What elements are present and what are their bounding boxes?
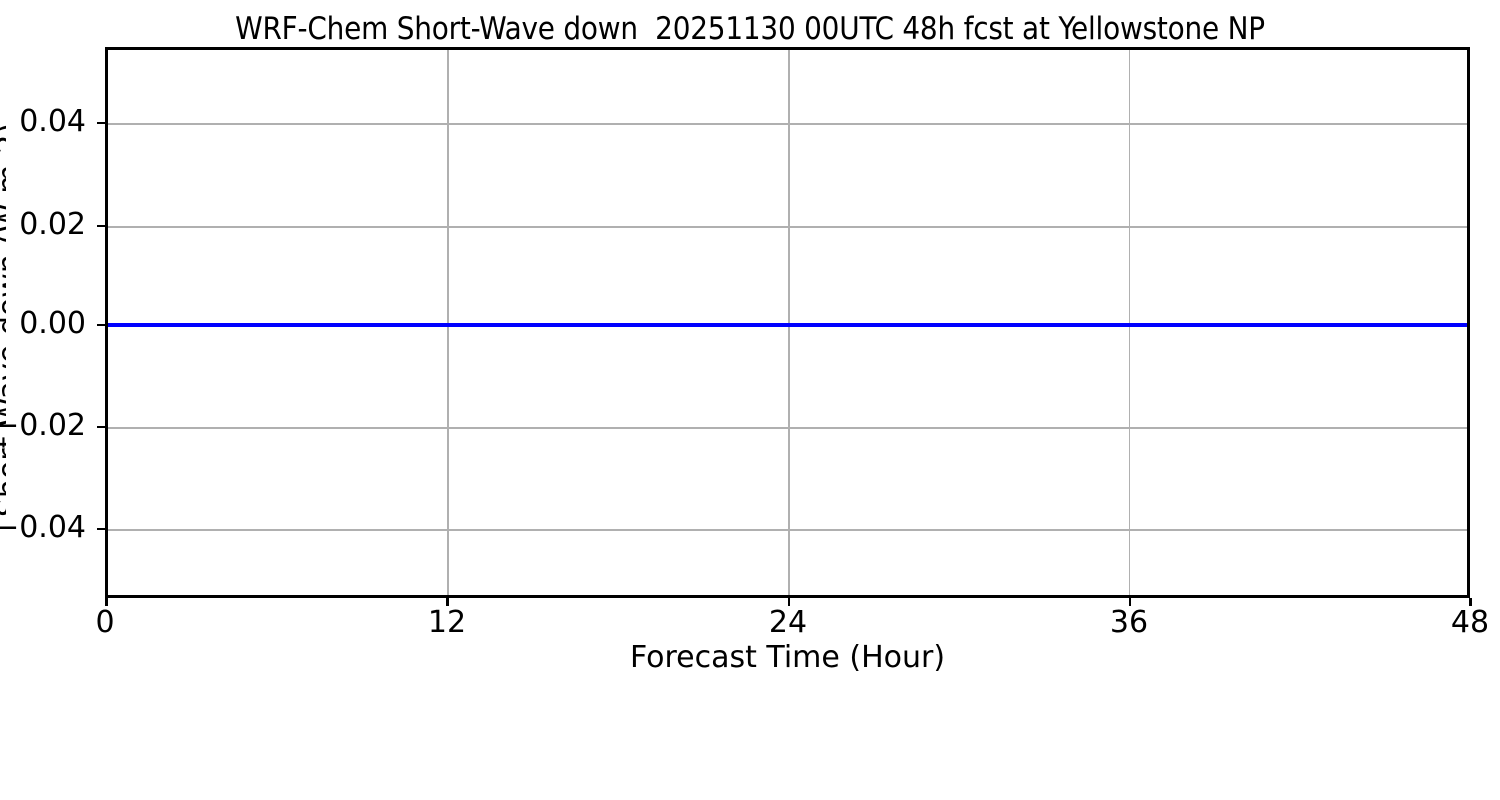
gridline-horizontal [108,427,1467,429]
x-tick-mark [1469,598,1472,606]
y-tick-mark [97,527,105,531]
gridline-vertical [788,50,790,595]
y-tick-label: −0.04 [0,510,86,545]
y-tick-label: −0.02 [0,408,86,443]
y-tick-mark [97,425,105,429]
x-tick-mark [1128,598,1132,606]
x-tick-label: 0 [95,605,115,640]
data-series-layer [108,50,1467,595]
x-tick-mark [446,598,449,606]
gridline-horizontal [108,226,1467,228]
gridline-vertical [447,50,449,595]
gridline-horizontal [108,529,1467,531]
x-tick-label: 12 [427,605,467,640]
x-tick-mark [105,598,108,606]
y-tick-label: 0.00 [19,306,86,341]
plot-area [105,47,1470,598]
y-tick-label: 0.04 [19,104,86,139]
gridline-vertical [1128,50,1131,595]
y-tick-mark [97,224,105,228]
chart-title: WRF-Chem Short-Wave down 20251130 00UTC … [235,11,1265,47]
x-tick-label: 48 [1450,605,1490,640]
series-line-short-wave-down [108,322,1467,328]
x-tick-label: 24 [768,605,808,640]
y-tick-label: 0.02 [19,207,86,242]
x-tick-label: 36 [1109,605,1149,640]
x-axis-label: Forecast Time (Hour) [629,640,946,675]
x-tick-mark [787,598,791,606]
gridline-horizontal [108,123,1467,125]
y-tick-mark [97,121,105,125]
y-tick-mark [97,323,105,327]
